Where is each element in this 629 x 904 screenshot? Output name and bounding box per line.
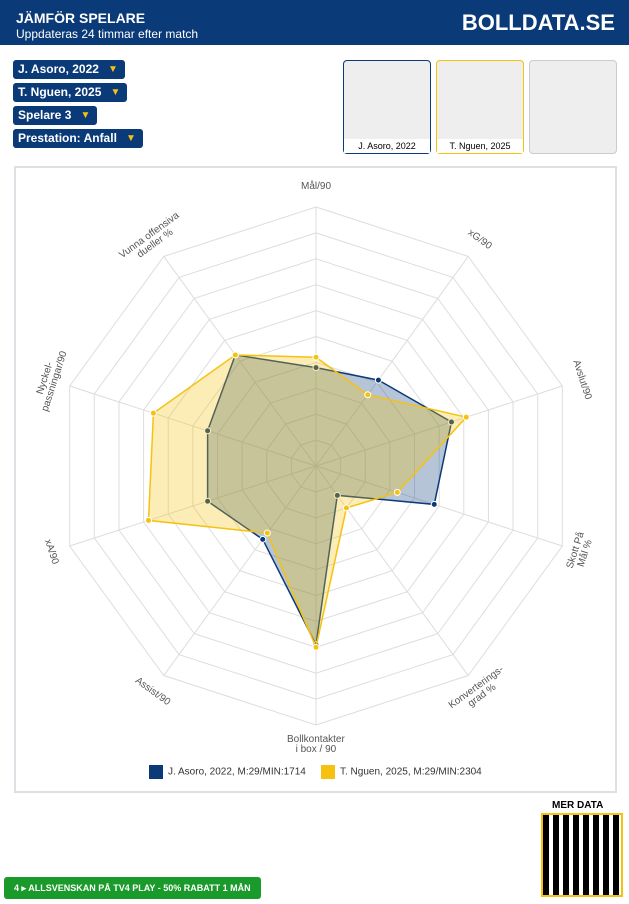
selector[interactable]: T. Nguen, 2025 (13, 83, 128, 102)
radar-point (393, 488, 401, 496)
selector[interactable]: Prestation: Anfall (13, 129, 143, 148)
player-card[interactable]: J. Asoro, 2022 (343, 60, 431, 154)
spoke (69, 385, 317, 467)
axis-label: Mål/90 (301, 181, 332, 192)
radar-point (374, 376, 382, 384)
legend-label: J. Asoro, 2022, M:29/MIN:1714 (168, 766, 306, 778)
legend-item: J. Asoro, 2022, M:29/MIN:1714 (149, 765, 306, 779)
radar-point (447, 418, 455, 426)
radar-point (204, 427, 212, 435)
axis-label: Bollkontakter i box / 90 (287, 734, 345, 755)
qr-code[interactable] (541, 813, 623, 897)
legend-item: T. Nguen, 2025, M:29/MIN:2304 (321, 765, 482, 779)
subtitle: Uppdateras 24 timmar efter match (16, 27, 199, 41)
radar-point (312, 643, 320, 651)
player-card[interactable]: T. Nguen, 2025 (436, 60, 524, 154)
banner-number: 4 (14, 883, 20, 893)
header: JÄMFÖR SPELARE Uppdateras 24 timmar efte… (0, 0, 629, 45)
radar-point (333, 491, 341, 499)
radar-point (149, 409, 157, 417)
radar-point (263, 529, 271, 537)
spoke (315, 256, 469, 467)
player-name: T. Nguen, 2025 (437, 139, 523, 153)
banner-text: ALLSVENSKAN PÅ TV4 PLAY - 50% RABATT 1 M… (28, 883, 251, 893)
radar-point (312, 364, 320, 372)
spoke (163, 256, 317, 467)
radar-point (342, 504, 350, 512)
title: JÄMFÖR SPELARE (16, 10, 146, 26)
radar-point (312, 353, 320, 361)
player-name: J. Asoro, 2022 (344, 139, 430, 153)
selector[interactable]: J. Asoro, 2022 (13, 60, 125, 79)
spoke (69, 465, 317, 547)
chart-panel: Mål/90 xG/90 Avslut/90 Skott På Mål % Konver… (14, 166, 617, 793)
banner[interactable]: 4 ▸ ALLSVENSKAN PÅ TV4 PLAY - 50% RABATT… (4, 877, 261, 899)
more-data: MER DATA (552, 800, 604, 811)
radar-point (259, 535, 267, 543)
spoke (163, 465, 317, 676)
legend-swatch (149, 765, 163, 779)
radar-point (462, 413, 470, 421)
spoke (315, 385, 563, 467)
radar-point (144, 516, 152, 524)
radar-point (231, 351, 239, 359)
selector[interactable]: Spelare 3 (13, 106, 98, 125)
chart (69, 206, 563, 726)
radar-point (364, 391, 372, 399)
radar-point (204, 497, 212, 505)
empty-card[interactable] (529, 60, 617, 154)
spoke (315, 465, 563, 547)
radar-point (430, 500, 438, 508)
logo[interactable]: BOLLDATA.SE (461, 10, 615, 35)
legend-swatch (321, 765, 335, 779)
legend-label: T. Nguen, 2025, M:29/MIN:2304 (340, 766, 482, 778)
spoke (315, 465, 469, 676)
